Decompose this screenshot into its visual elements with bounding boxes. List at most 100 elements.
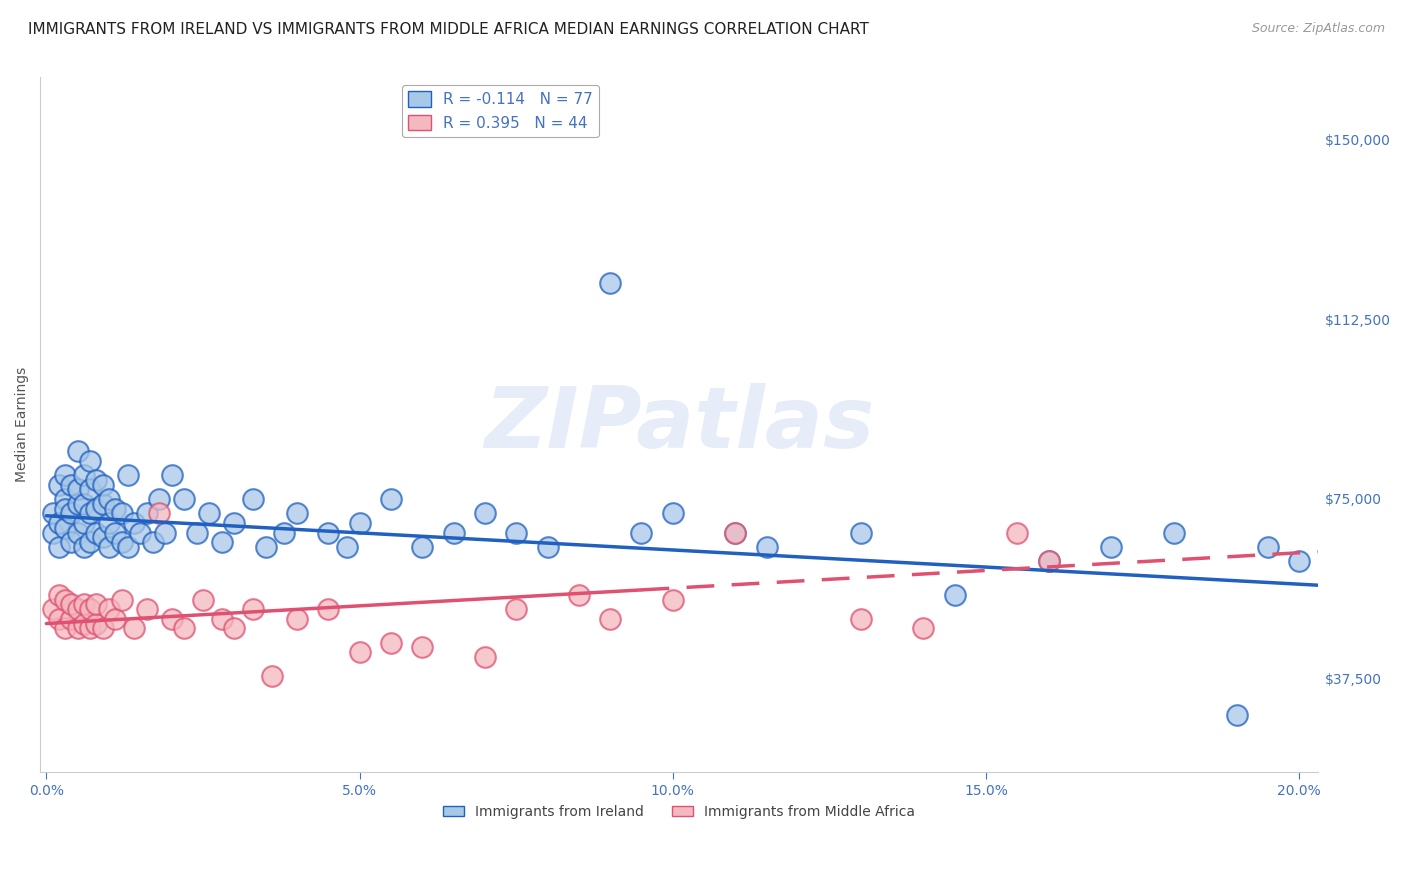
Point bbox=[173, 621, 195, 635]
Point bbox=[242, 491, 264, 506]
Point bbox=[79, 621, 101, 635]
Point bbox=[66, 602, 89, 616]
Point bbox=[1099, 540, 1122, 554]
Point bbox=[505, 525, 527, 540]
Point bbox=[122, 621, 145, 635]
Point bbox=[198, 507, 221, 521]
Point bbox=[73, 540, 96, 554]
Point bbox=[48, 477, 70, 491]
Point bbox=[86, 598, 108, 612]
Point bbox=[66, 525, 89, 540]
Point bbox=[91, 477, 114, 491]
Point bbox=[411, 640, 433, 655]
Point bbox=[110, 592, 132, 607]
Point bbox=[86, 616, 108, 631]
Point bbox=[117, 540, 139, 554]
Point bbox=[242, 602, 264, 616]
Point bbox=[380, 636, 402, 650]
Point bbox=[260, 669, 283, 683]
Point bbox=[443, 525, 465, 540]
Point bbox=[599, 612, 621, 626]
Point bbox=[79, 483, 101, 497]
Point bbox=[60, 535, 83, 549]
Point bbox=[48, 516, 70, 530]
Point bbox=[224, 621, 246, 635]
Legend: Immigrants from Ireland, Immigrants from Middle Africa: Immigrants from Ireland, Immigrants from… bbox=[437, 799, 921, 824]
Point bbox=[91, 530, 114, 544]
Point bbox=[186, 525, 208, 540]
Point bbox=[411, 540, 433, 554]
Point bbox=[724, 525, 747, 540]
Point bbox=[599, 277, 621, 291]
Point bbox=[211, 612, 233, 626]
Point bbox=[98, 516, 121, 530]
Point bbox=[849, 612, 872, 626]
Point bbox=[53, 501, 76, 516]
Point bbox=[110, 507, 132, 521]
Point bbox=[79, 453, 101, 467]
Point bbox=[98, 540, 121, 554]
Point bbox=[285, 507, 308, 521]
Point bbox=[104, 501, 127, 516]
Point bbox=[79, 535, 101, 549]
Point bbox=[104, 612, 127, 626]
Point bbox=[53, 468, 76, 483]
Point bbox=[53, 621, 76, 635]
Point bbox=[60, 612, 83, 626]
Point bbox=[349, 516, 371, 530]
Point bbox=[60, 598, 83, 612]
Point bbox=[117, 468, 139, 483]
Point bbox=[41, 507, 63, 521]
Point bbox=[142, 535, 165, 549]
Point bbox=[41, 525, 63, 540]
Point bbox=[135, 507, 157, 521]
Text: IMMIGRANTS FROM IRELAND VS IMMIGRANTS FROM MIDDLE AFRICA MEDIAN EARNINGS CORRELA: IMMIGRANTS FROM IRELAND VS IMMIGRANTS FR… bbox=[28, 22, 869, 37]
Point bbox=[66, 497, 89, 511]
Point bbox=[173, 491, 195, 506]
Point bbox=[1288, 554, 1310, 568]
Point bbox=[66, 483, 89, 497]
Point bbox=[79, 507, 101, 521]
Point bbox=[86, 501, 108, 516]
Point bbox=[1226, 707, 1249, 722]
Point bbox=[849, 525, 872, 540]
Point bbox=[73, 468, 96, 483]
Point bbox=[53, 592, 76, 607]
Point bbox=[53, 521, 76, 535]
Text: ZIPatlas: ZIPatlas bbox=[484, 384, 875, 467]
Point bbox=[724, 525, 747, 540]
Point bbox=[91, 621, 114, 635]
Point bbox=[129, 525, 152, 540]
Point bbox=[160, 612, 183, 626]
Point bbox=[86, 525, 108, 540]
Point bbox=[912, 621, 935, 635]
Point bbox=[66, 444, 89, 458]
Point bbox=[41, 602, 63, 616]
Point bbox=[273, 525, 295, 540]
Point bbox=[98, 491, 121, 506]
Point bbox=[148, 491, 170, 506]
Point bbox=[60, 507, 83, 521]
Point bbox=[148, 507, 170, 521]
Point bbox=[943, 588, 966, 602]
Point bbox=[73, 497, 96, 511]
Point bbox=[630, 525, 652, 540]
Point bbox=[349, 645, 371, 659]
Y-axis label: Median Earnings: Median Earnings bbox=[15, 368, 30, 483]
Point bbox=[505, 602, 527, 616]
Point bbox=[224, 516, 246, 530]
Point bbox=[48, 612, 70, 626]
Point bbox=[48, 588, 70, 602]
Point bbox=[536, 540, 558, 554]
Text: Source: ZipAtlas.com: Source: ZipAtlas.com bbox=[1251, 22, 1385, 36]
Point bbox=[48, 540, 70, 554]
Point bbox=[73, 598, 96, 612]
Point bbox=[474, 507, 496, 521]
Point bbox=[336, 540, 359, 554]
Point bbox=[316, 602, 339, 616]
Point bbox=[110, 535, 132, 549]
Point bbox=[662, 592, 685, 607]
Point bbox=[79, 602, 101, 616]
Point bbox=[1038, 554, 1060, 568]
Point bbox=[1163, 525, 1185, 540]
